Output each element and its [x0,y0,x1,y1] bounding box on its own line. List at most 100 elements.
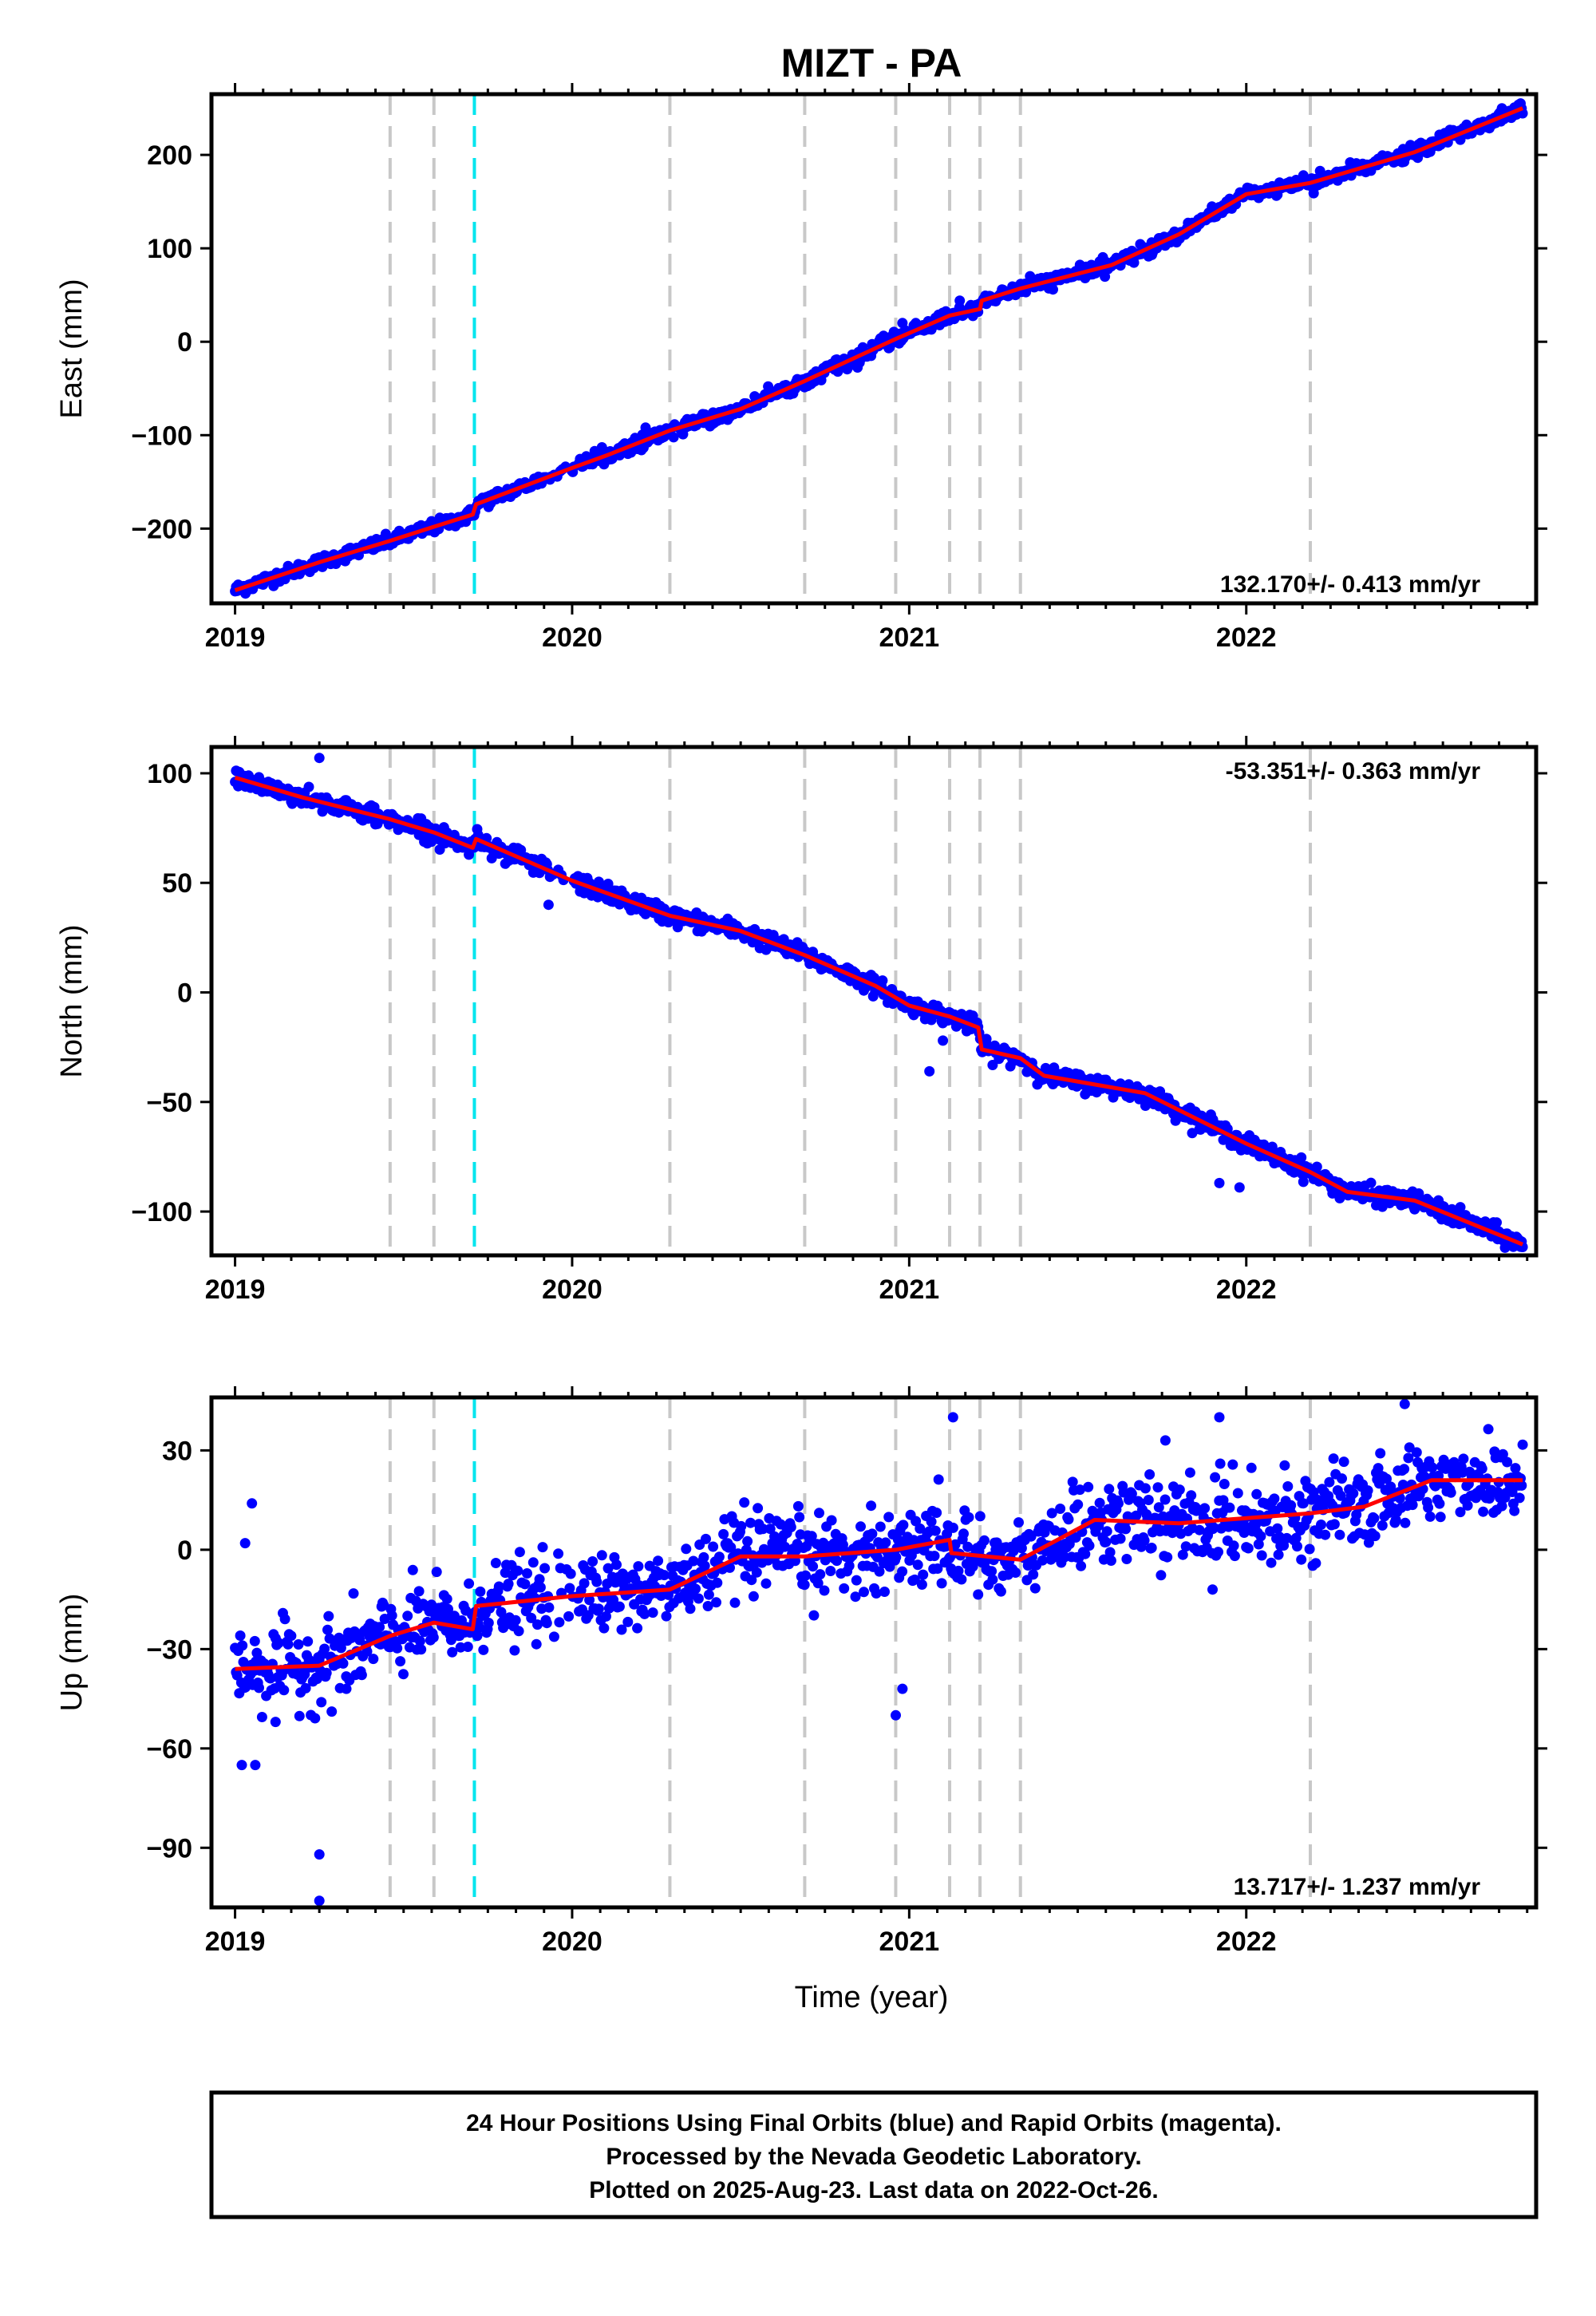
data-point [1246,1462,1257,1473]
data-point [632,1622,643,1634]
data-point [859,1587,869,1598]
data-point [1273,1549,1284,1560]
data-point [658,1570,670,1581]
y-tick-label: −50 [146,1088,192,1118]
data-point [1296,1152,1307,1163]
y-tick-label: 0 [177,978,192,1009]
data-point [543,1602,555,1613]
data-point [1140,1101,1151,1111]
data-point [702,1601,713,1611]
footer-box [209,2090,1539,2219]
data-point [413,1586,425,1597]
data-point [1298,1498,1309,1509]
data-point [1338,1456,1349,1468]
data-point [256,1712,267,1722]
data-point [926,1516,937,1528]
data-point [1509,1505,1520,1516]
data-point [1269,1493,1280,1504]
data-point [414,1635,425,1646]
data-point [1186,1490,1197,1501]
data-point [1496,1500,1507,1512]
data-point [431,1567,442,1578]
data-point [1121,1554,1132,1564]
data-point [1365,1177,1377,1188]
data-point [326,1706,338,1717]
data-point [398,1669,409,1680]
data-point [584,1595,595,1606]
data-point [1279,1460,1290,1471]
data-point [855,1521,866,1532]
data-point [1298,1176,1309,1188]
data-point [663,1589,674,1600]
data-point [249,1635,260,1646]
data-point [1399,1464,1410,1475]
data-point [1074,1484,1085,1496]
data-point [602,1563,614,1574]
data-point [806,1531,817,1542]
data-point [963,1512,974,1523]
velocity-rate-label-east: 132.170+/- 0.413 mm/yr [1220,571,1480,598]
outlier-point [247,1498,258,1509]
data-point [1126,1488,1137,1500]
data-point [535,1582,546,1593]
data-point [509,1645,520,1656]
data-point [1400,1517,1411,1528]
data-point [1348,1488,1359,1499]
data-point [685,1603,696,1614]
data-point [1115,1533,1126,1544]
data-point [611,1559,622,1571]
data-point [1155,1086,1166,1097]
data-point [812,1578,824,1589]
data-point [254,1682,264,1694]
data-point [1227,1459,1238,1470]
data-point [1162,1551,1173,1563]
data-point [962,1541,974,1552]
data-point [931,1508,942,1518]
data-point [701,1533,711,1544]
data-point [1037,1555,1048,1566]
model-fit-line [234,776,1524,1247]
y-tick-label: 0 [177,327,192,358]
data-point [742,1535,753,1547]
y-tick-label: 200 [147,140,192,171]
data-points-north [230,753,1528,1253]
data-point [950,1539,961,1550]
data-point [1324,1476,1335,1488]
data-point [368,1654,379,1665]
footer-line-3: Plotted on 2025-Aug-23. Last data on 202… [589,2177,1159,2203]
y-tick-label: 100 [147,234,192,264]
data-point [930,1525,941,1536]
data-point [1369,1531,1381,1542]
data-point [1335,1490,1346,1501]
data-point [712,1577,723,1588]
outlier-point [1207,1584,1218,1595]
data-point [1381,1473,1392,1484]
data-point [1272,1523,1283,1534]
data-point [310,1713,321,1724]
data-point [800,1570,811,1581]
outlier-point [1214,1177,1225,1188]
data-point [1310,1558,1321,1569]
data-point [725,1562,735,1573]
data-point [1434,1498,1445,1509]
data-point [1403,1452,1414,1464]
data-point [1029,1583,1041,1594]
data-point [1375,1448,1386,1459]
data-point [875,1521,886,1532]
panels: −200 −100 0 100 200 2019 2020 2021 2022 East (mm)… [55,83,1547,1957]
data-point [668,432,679,443]
data-point [815,1569,826,1580]
data-point [874,1566,885,1577]
data-point [563,1611,575,1622]
data-point [475,1586,486,1597]
outlier-point [250,1760,261,1771]
data-point [526,1612,537,1623]
x-tick-label: 2021 [879,1927,940,1957]
data-point [912,1559,923,1571]
data-point [751,1567,762,1578]
data-point [699,1560,710,1571]
data-point [1478,1506,1489,1517]
data-point [1507,1487,1518,1497]
data-point [825,1566,836,1576]
data-point [708,1541,719,1552]
